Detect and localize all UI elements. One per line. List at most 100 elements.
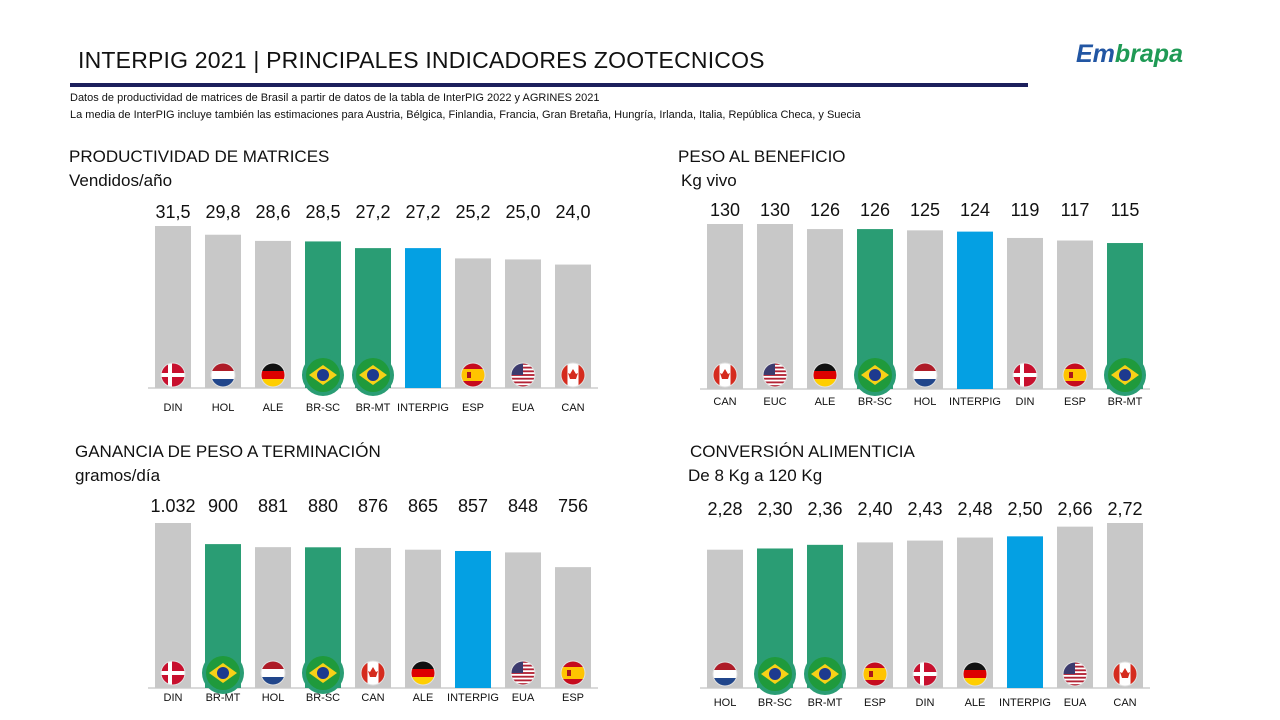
bar-value-label: 117 [1061, 200, 1090, 220]
category-label: BR-MT [356, 402, 391, 414]
germany-flag-icon [261, 363, 285, 387]
category-label: BR-MT [808, 697, 843, 709]
category-label: BR-MT [1108, 396, 1143, 408]
category-label: INTERPIG [949, 396, 1001, 408]
bar-ale [807, 229, 843, 389]
denmark-flag-icon [161, 661, 185, 685]
bar-value-label: 124 [960, 200, 990, 220]
bar-value-label: 2,72 [1107, 499, 1142, 519]
category-label: CAN [1113, 697, 1136, 709]
embrapa-logo: Embrapa [1076, 40, 1183, 69]
category-label: INTERPIG [397, 402, 449, 414]
bar-value-label: 27,2 [355, 202, 390, 222]
canada-flag-icon [1113, 662, 1137, 686]
spain-flag-icon [561, 661, 585, 685]
brazil-flag-globe [317, 369, 329, 381]
bar-value-label: 125 [910, 200, 940, 220]
canada-flag-icon [713, 363, 737, 387]
category-label: HOL [714, 697, 737, 709]
category-label: BR-SC [306, 692, 340, 704]
category-label: DIN [916, 697, 935, 709]
chart-subtitle-ganancia: gramos/día [75, 466, 161, 485]
germany-flag-icon [813, 363, 837, 387]
bar-interpig [455, 550, 491, 688]
bar-value-label: 876 [358, 496, 388, 516]
bar-hol [205, 234, 241, 388]
chart-title-peso: PESO AL BENEFICIO [678, 147, 846, 166]
category-label: CAN [361, 692, 384, 704]
bar-value-label: 2,50 [1007, 499, 1042, 519]
category-label: EUA [1064, 697, 1087, 709]
spain-flag-icon [461, 363, 485, 387]
bar-value-label: 126 [810, 200, 840, 220]
brazil-flag-globe [869, 369, 881, 381]
category-label: HOL [212, 402, 235, 414]
bar-value-label: 119 [1011, 200, 1040, 220]
bar-value-label: 24,0 [555, 202, 590, 222]
category-label: BR-MT [206, 692, 241, 704]
germany-flag-icon [411, 661, 435, 685]
category-label: INTERPIG [999, 697, 1051, 709]
bar-value-label: 880 [308, 496, 338, 516]
bar-value-label: 25,0 [505, 202, 540, 222]
netherlands-flag-icon [713, 662, 737, 686]
denmark-flag-icon [913, 662, 937, 686]
category-label: BR-SC [306, 402, 340, 414]
bar-din [155, 226, 191, 388]
bar-value-label: 2,30 [757, 499, 792, 519]
bar-value-label: 857 [458, 496, 488, 516]
bar-value-label: 848 [508, 496, 538, 516]
category-label: ESP [864, 697, 886, 709]
netherlands-flag-icon [913, 363, 937, 387]
bar-value-label: 2,43 [907, 499, 942, 519]
category-label: ALE [965, 697, 986, 709]
category-label: BR-SC [858, 396, 892, 408]
brazil-flag-globe [317, 667, 329, 679]
chart-subtitle-conversion: De 8 Kg a 120 Kg [688, 466, 823, 485]
bar-euc [757, 224, 793, 389]
bar-value-label: 27,2 [405, 202, 440, 222]
bar-eua [1057, 526, 1093, 688]
spain-flag-icon [863, 662, 887, 686]
bar-value-label: 2,48 [957, 499, 992, 519]
brazil-flag-globe [367, 369, 379, 381]
bar-value-label: 865 [408, 496, 438, 516]
bar-interpig [1007, 536, 1043, 688]
bar-value-label: 130 [710, 200, 740, 220]
category-label: ESP [462, 402, 484, 414]
bar-chart-2: 130 CAN 130 EUC 126 ALE 126 BR-SC 125 HOL 124 INTER… [700, 200, 1150, 408]
chart-subtitle-peso: Kg vivo [681, 171, 737, 190]
usa-flag-icon [763, 363, 787, 387]
bar-value-label: 2,36 [807, 499, 842, 519]
netherlands-flag-icon [211, 363, 235, 387]
logo-text-brapa: brapa [1114, 40, 1183, 68]
category-label: CAN [561, 402, 584, 414]
category-label: HOL [262, 692, 285, 704]
category-label: ALE [263, 402, 284, 414]
brazil-flag-globe [217, 667, 229, 679]
brazil-flag-globe [819, 668, 831, 680]
bar-value-label: 2,28 [707, 499, 742, 519]
category-label: ALE [815, 396, 836, 408]
source-note: Datos de productividad de matrices de Br… [70, 92, 600, 104]
bar-value-label: 900 [208, 496, 238, 516]
category-label: EUC [763, 396, 786, 408]
bar-value-label: 28,5 [305, 202, 340, 222]
bar-can [1107, 523, 1143, 688]
usa-flag-icon [511, 363, 535, 387]
bar-value-label: 28,6 [255, 202, 290, 222]
bar-value-label: 756 [558, 496, 588, 516]
category-label: ESP [562, 692, 584, 704]
bar-value-label: 2,40 [857, 499, 892, 519]
spain-flag-icon [1063, 363, 1087, 387]
bar-value-label: 130 [760, 200, 790, 220]
logo-text-em: Em [1076, 40, 1115, 68]
category-label: DIN [164, 692, 183, 704]
bar-chart-1: 31,5 DIN 29,8 HOL 28,6 ALE 28,5 BR-SC 27,2 BR-MT 2… [148, 202, 598, 414]
category-label: BR-SC [758, 697, 792, 709]
category-label: ALE [413, 692, 434, 704]
chart-title-productividad: PRODUCTIVIDAD DE MATRICES [69, 147, 330, 166]
bar-interpig [405, 248, 441, 388]
category-label: EUA [512, 402, 535, 414]
